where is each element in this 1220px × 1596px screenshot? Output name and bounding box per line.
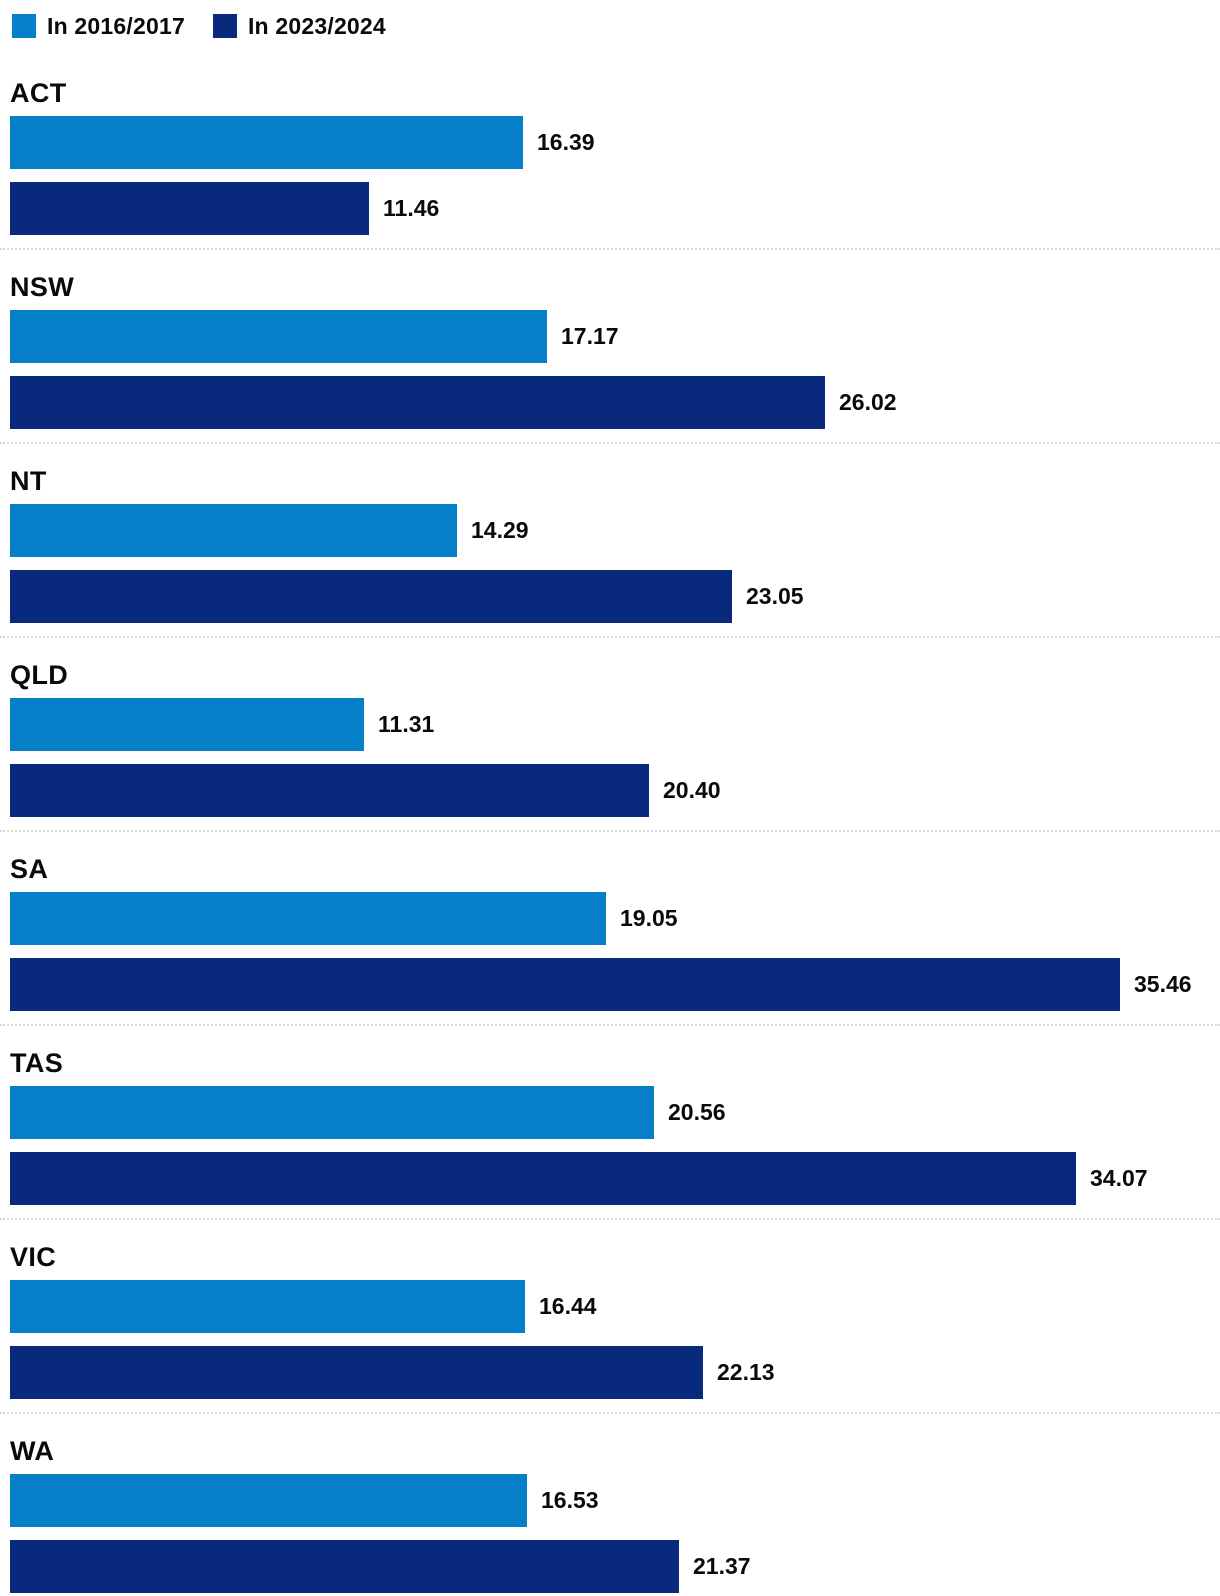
legend-swatch-2016-2017 <box>12 14 36 38</box>
bar-row: 14.29 <box>10 504 1220 557</box>
bar-2016-2017 <box>10 698 364 751</box>
bar-2016-2017 <box>10 1280 525 1333</box>
bar-value-label: 11.31 <box>378 711 435 737</box>
legend-label-2023-2024: In 2023/2024 <box>247 12 386 39</box>
bar-value-label: 20.56 <box>668 1099 726 1125</box>
bar-value-label: 20.40 <box>663 777 721 803</box>
state-group-sa: SA 19.05 35.46 <box>0 854 1220 1011</box>
bar-chart: ACT 16.39 11.46 NSW 17.17 26.02 NT 14.29 23.05 QL… <box>0 78 1220 1593</box>
bar-2016-2017 <box>10 310 547 363</box>
bar-value-label: 17.17 <box>561 323 619 349</box>
bar-value-label: 14.29 <box>471 517 529 543</box>
bar-row: 16.44 <box>10 1280 1220 1333</box>
bar-row: 23.05 <box>10 570 1220 623</box>
bar-row: 19.05 <box>10 892 1220 945</box>
group-separator <box>0 636 1220 638</box>
bar-2023-2024 <box>10 1152 1076 1205</box>
state-label: TAS <box>10 1048 64 1078</box>
bar-row: 16.39 <box>10 116 1220 169</box>
bar-2023-2024 <box>10 1540 679 1593</box>
bar-row: 26.02 <box>10 376 1220 429</box>
bar-row: 35.46 <box>10 958 1220 1011</box>
group-separator <box>0 1218 1220 1220</box>
bar-value-label: 23.05 <box>746 583 804 609</box>
bar-row: 16.53 <box>10 1474 1220 1527</box>
bar-value-label: 19.05 <box>620 905 678 931</box>
legend-label-2016-2017: In 2016/2017 <box>47 12 185 39</box>
bar-value-label: 11.46 <box>383 195 440 221</box>
bar-2023-2024 <box>10 570 732 623</box>
bar-2023-2024 <box>10 764 649 817</box>
bar-2016-2017 <box>10 504 457 557</box>
bar-2023-2024 <box>10 1346 703 1399</box>
state-group-act: ACT 16.39 11.46 <box>0 78 1220 235</box>
state-group-nt: NT 14.29 23.05 <box>0 466 1220 623</box>
bar-2016-2017 <box>10 1086 654 1139</box>
bar-2016-2017 <box>10 116 523 169</box>
bar-row: 34.07 <box>10 1152 1220 1205</box>
bar-value-label: 22.13 <box>717 1359 775 1385</box>
state-group-vic: VIC 16.44 22.13 <box>0 1242 1220 1399</box>
bar-value-label: 26.02 <box>839 389 897 415</box>
state-label: VIC <box>10 1242 57 1272</box>
bar-row: 22.13 <box>10 1346 1220 1399</box>
legend-swatch-2023-2024 <box>212 14 237 38</box>
bar-value-label: 16.44 <box>539 1293 597 1319</box>
state-group-tas: TAS 20.56 34.07 <box>0 1048 1220 1205</box>
state-label: WA <box>10 1436 55 1466</box>
bar-row: 11.31 <box>10 698 1220 751</box>
bar-row: 20.56 <box>10 1086 1220 1139</box>
group-separator <box>0 1024 1220 1026</box>
bar-2016-2017 <box>10 1474 527 1527</box>
group-separator <box>0 830 1220 832</box>
state-group-nsw: NSW 17.17 26.02 <box>0 272 1220 429</box>
legend-item-2023-2024: In 2023/2024 <box>212 12 386 40</box>
group-separator <box>0 248 1220 250</box>
bar-2023-2024 <box>10 182 369 235</box>
bar-value-label: 34.07 <box>1090 1165 1148 1191</box>
group-separator <box>0 1412 1220 1414</box>
legend-item-2016-2017: In 2016/2017 <box>12 13 185 40</box>
bar-value-label: 16.39 <box>537 129 595 155</box>
bar-row: 20.40 <box>10 764 1220 817</box>
bar-value-label: 16.53 <box>541 1487 599 1513</box>
state-label: NT <box>10 466 47 496</box>
legend: In 2016/2017 In 2023/2024 <box>0 0 1220 40</box>
bar-value-label: 21.37 <box>693 1553 751 1579</box>
bar-2023-2024 <box>10 958 1120 1011</box>
bar-row: 11.46 <box>10 182 1220 235</box>
bar-2023-2024 <box>10 376 825 429</box>
group-separator <box>0 442 1220 444</box>
bar-2016-2017 <box>10 892 606 945</box>
state-group-wa: WA 16.53 21.37 <box>0 1436 1220 1593</box>
state-group-qld: QLD 11.31 20.40 <box>0 660 1220 817</box>
state-label: NSW <box>10 272 75 302</box>
bar-value-label: 35.46 <box>1134 971 1192 997</box>
bar-row: 21.37 <box>10 1540 1220 1593</box>
state-label: SA <box>10 854 49 884</box>
bar-row: 17.17 <box>10 310 1220 363</box>
state-label: ACT <box>10 78 67 108</box>
state-label: QLD <box>10 660 69 690</box>
